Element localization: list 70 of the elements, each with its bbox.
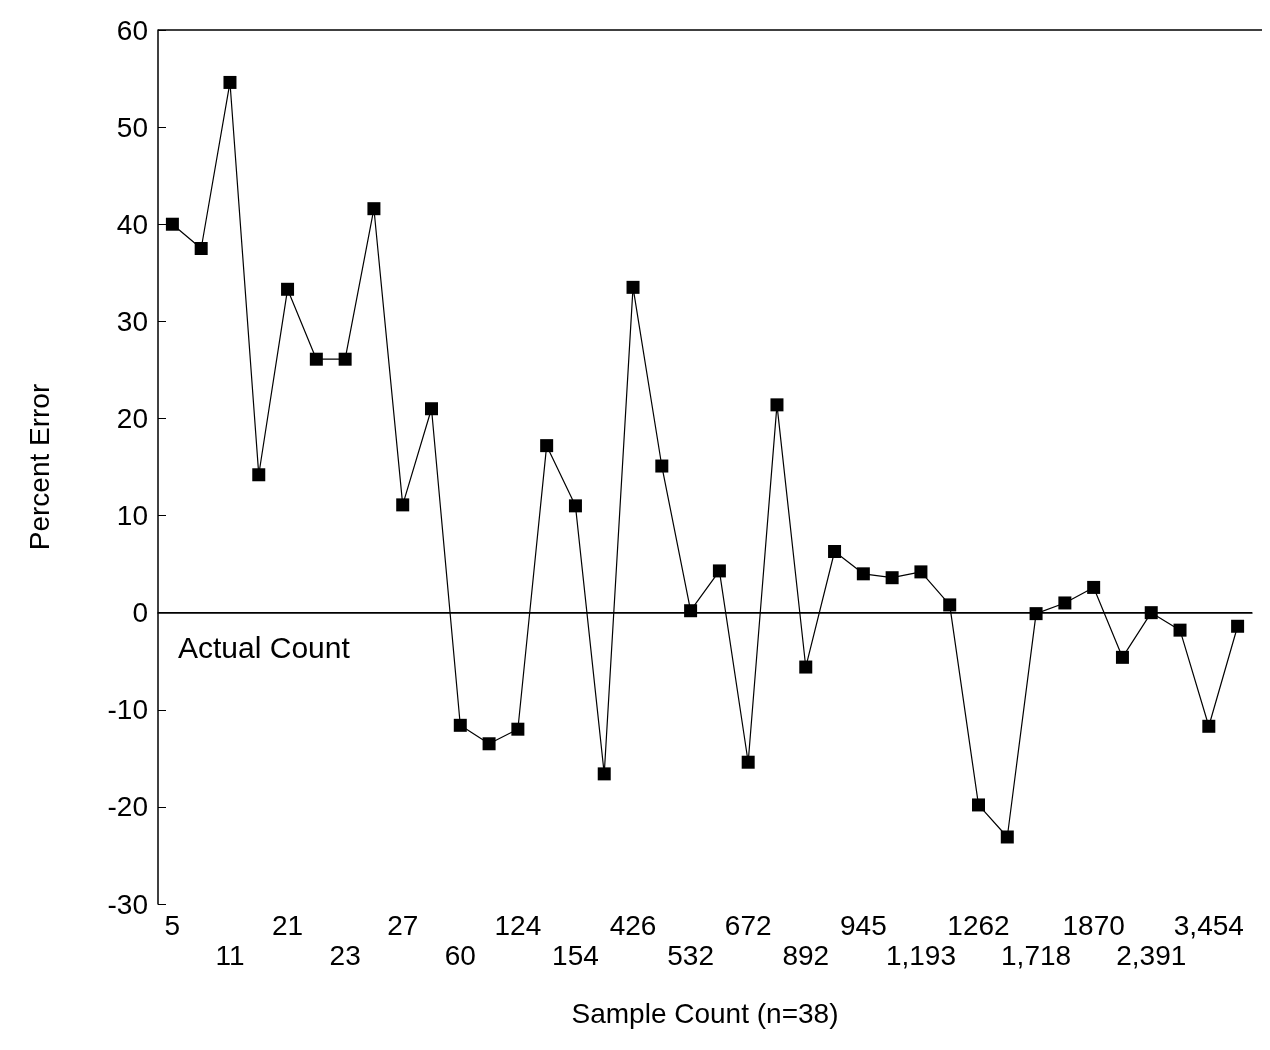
- y-tick-label: -20: [107, 791, 148, 823]
- x-tick-label: 1870: [1062, 909, 1125, 941]
- point: [396, 498, 410, 512]
- y-tick-label: 0: [132, 597, 148, 629]
- point: [712, 564, 726, 578]
- point: [1115, 650, 1129, 664]
- x-tick-label: 5: [164, 909, 181, 941]
- y-tick-label: 60: [116, 14, 148, 46]
- point: [943, 598, 957, 612]
- y-tick-label: -10: [107, 694, 148, 726]
- point: [856, 567, 870, 581]
- y-tick-label: 30: [116, 305, 148, 337]
- x-tick-label: 1,718: [1001, 939, 1072, 971]
- x-tick-label: 124: [494, 909, 542, 941]
- point: [453, 718, 467, 732]
- point: [482, 737, 496, 751]
- point: [338, 352, 352, 366]
- point: [626, 280, 640, 294]
- ref-line-label: Actual Count: [178, 631, 351, 665]
- x-tick-label: 11: [215, 939, 245, 971]
- point: [1144, 606, 1158, 620]
- point: [252, 468, 266, 482]
- point: [914, 565, 928, 579]
- x-tick-label: 672: [724, 909, 772, 941]
- x-tick-label: 532: [667, 939, 714, 971]
- x-tick-label: 1,193: [885, 939, 956, 971]
- point: [165, 217, 179, 231]
- point: [194, 242, 208, 255]
- point: [799, 660, 813, 674]
- point: [281, 282, 295, 296]
- x-tick-label: 426: [609, 909, 657, 941]
- point: [741, 755, 755, 769]
- x-tick-label: 945: [839, 909, 887, 941]
- point: [223, 75, 237, 89]
- x-tick-label: 3,454: [1173, 909, 1244, 941]
- point: [597, 767, 611, 781]
- point: [511, 722, 525, 736]
- x-tick-label: 892: [782, 939, 830, 971]
- x-tick-label: 23: [329, 939, 361, 971]
- point: [367, 202, 381, 216]
- point: [568, 499, 582, 513]
- point: [1000, 830, 1014, 844]
- point: [1202, 719, 1216, 733]
- point: [828, 544, 842, 558]
- y-tick-label: -30: [107, 888, 148, 920]
- x-tick-label: 27: [387, 909, 419, 941]
- point: [885, 571, 899, 585]
- point: [425, 402, 438, 416]
- point: [684, 604, 698, 618]
- point: [972, 798, 985, 812]
- y-tick-label: 10: [116, 500, 148, 532]
- point: [1173, 623, 1187, 637]
- point: [1058, 596, 1072, 610]
- point: [1087, 580, 1101, 594]
- y-axis-title: Percent Error: [23, 383, 55, 551]
- y-tick-label: 50: [116, 111, 148, 143]
- x-tick-label: 21: [271, 909, 304, 941]
- point: [309, 352, 323, 366]
- y-tick-label: 20: [116, 402, 148, 434]
- point: [770, 398, 784, 412]
- point: [1029, 607, 1043, 621]
- y-tick-label: 40: [116, 208, 148, 240]
- x-tick-label: 1262: [947, 909, 1010, 941]
- x-tick-label: 60: [444, 939, 476, 971]
- x-axis-title: Sample Count (n=38): [571, 997, 839, 1029]
- x-tick-label: 2,391: [1116, 939, 1187, 971]
- point: [540, 439, 554, 453]
- point: [655, 459, 669, 473]
- x-tick-label: 154: [552, 939, 599, 971]
- point: [1231, 619, 1245, 633]
